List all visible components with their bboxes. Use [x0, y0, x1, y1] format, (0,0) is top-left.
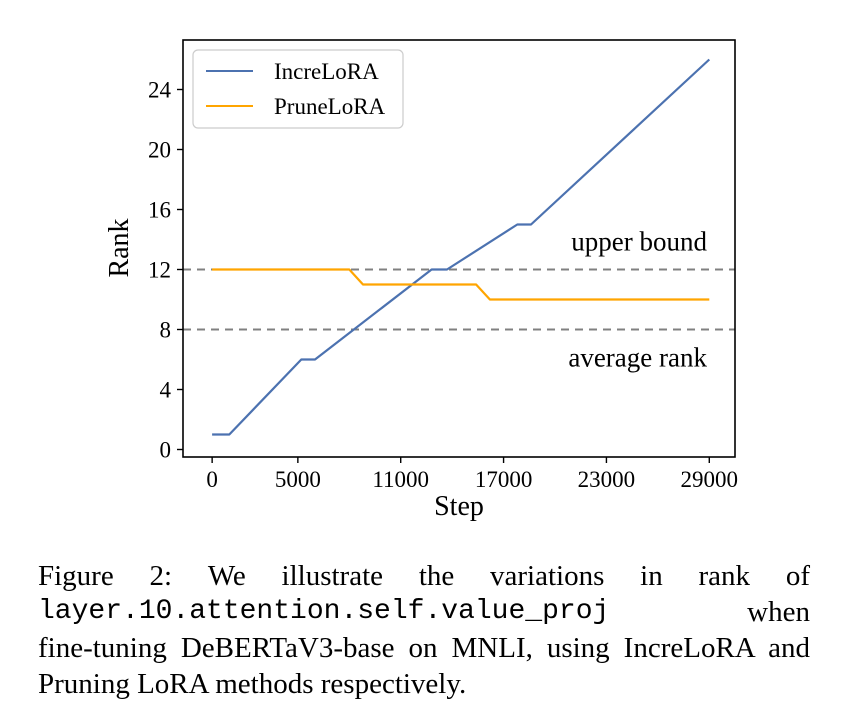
y-tick-label: 0: [160, 438, 172, 463]
legend-label-prunelora: PruneLoRA: [274, 94, 386, 119]
caption-word: of: [785, 560, 810, 592]
x-tick-label: 17000: [475, 467, 533, 492]
x-tick-label: 23000: [578, 467, 636, 492]
series-line-increlora: [212, 58, 711, 436]
y-tick-label: 20: [148, 138, 171, 163]
caption-word: 2:: [149, 560, 173, 592]
x-tick-label: 11000: [372, 467, 429, 492]
reference-lines: upper bound average rank: [183, 227, 735, 373]
caption-after-code: when: [747, 596, 810, 628]
reference-label-1: average rank: [568, 343, 707, 373]
reference-label-0: upper bound: [571, 227, 707, 257]
caption-line-2: layer.10.attention.self.value_proj when: [38, 594, 810, 630]
rank-line-chart: upper bound average rank 0 5000 11000 17000 2…: [104, 39, 738, 522]
caption-word: rank: [698, 560, 751, 592]
y-axis-label: Rank: [104, 218, 135, 277]
caption-word: the: [418, 560, 455, 592]
plot-frame: [182, 39, 736, 458]
y-tick-label: 8: [160, 318, 172, 343]
x-axis-label: Step: [434, 491, 484, 522]
caption-word: Figure: [38, 560, 114, 592]
caption-word: illustrate: [281, 560, 384, 592]
caption-rest: fine-tuning DeBERTaV3-base on MNLI, usin…: [38, 632, 810, 700]
legend-box: [192, 49, 404, 129]
y-tick-label: 12: [148, 258, 171, 283]
caption-word: We: [207, 560, 246, 592]
y-tick-label: 24: [148, 78, 172, 103]
legend: IncreLoRA PruneLoRA: [192, 49, 404, 129]
x-axis-ticks: 0 5000 11000 17000 23000 29000: [206, 457, 738, 492]
legend-label-increlora: IncreLoRA: [274, 59, 379, 84]
x-tick-label: 29000: [681, 467, 739, 492]
x-tick-label: 0: [206, 467, 218, 492]
y-tick-label: 16: [148, 198, 171, 223]
y-tick-label: 4: [160, 378, 172, 403]
caption-code: layer.10.attention.self.value_proj: [38, 596, 610, 627]
series-line-prunelora: [212, 268, 710, 301]
y-axis-ticks: 0 4 8 12 16 20 24: [148, 78, 183, 463]
x-tick-label: 5000: [275, 467, 321, 492]
figure-caption: Figure 2: We illustrate the variations in rank o…: [38, 558, 810, 702]
caption-word: variations: [490, 560, 605, 592]
series-lines: [212, 58, 711, 436]
caption-word: in: [640, 560, 663, 592]
caption-line-1: Figure 2: We illustrate the variations in rank o…: [38, 558, 810, 594]
